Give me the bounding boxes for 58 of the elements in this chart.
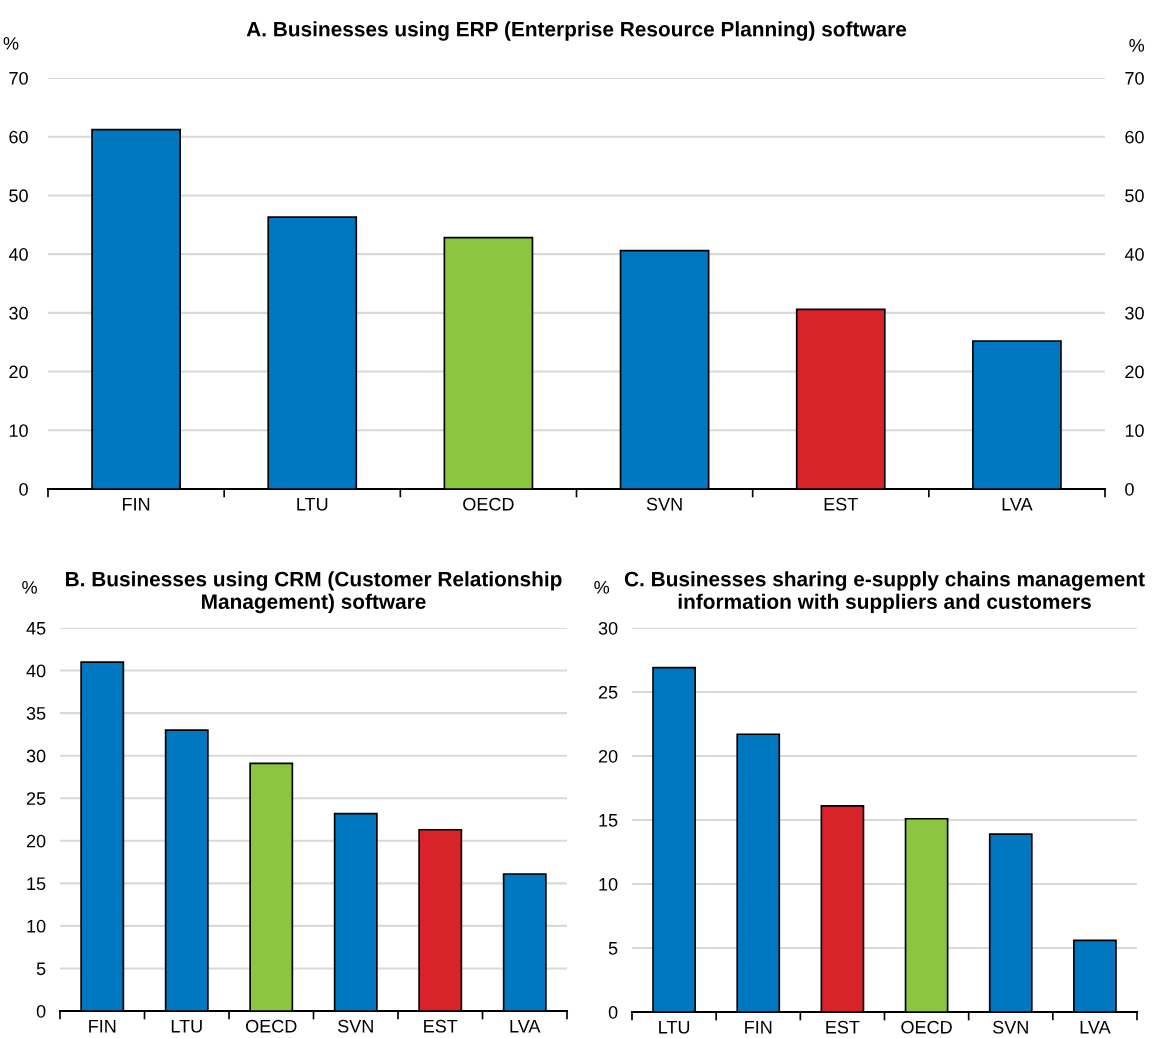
y-tick-label: 10 xyxy=(27,919,46,933)
x-tick-label: LVA xyxy=(510,1020,541,1033)
y-tick-label: 60 xyxy=(9,130,28,144)
y-tick-label: 20 xyxy=(598,749,618,763)
y2-tick-label: 40 xyxy=(1124,248,1144,261)
x-tick-label: FIN xyxy=(89,1020,116,1033)
y-tick-label: 5 xyxy=(608,942,618,955)
y2-tick-label: 10 xyxy=(1125,424,1144,438)
y2-tick-label: 30 xyxy=(1125,306,1144,320)
y-tick-label: 25 xyxy=(598,685,618,699)
x-tick-label: OECD xyxy=(901,1020,952,1034)
y2-tick-label: 50 xyxy=(1125,189,1144,203)
x-tick-label: OECD xyxy=(463,497,514,511)
x-tick-label: EST xyxy=(826,1020,860,1034)
y-tick-label: 0 xyxy=(36,1004,46,1018)
y-tick-label: 10 xyxy=(599,877,618,891)
x-tick-label: LVA xyxy=(1080,1021,1111,1034)
y-axis-title: % xyxy=(22,581,37,594)
y-tick-label: 15 xyxy=(599,814,618,827)
x-tick-label: FIN xyxy=(745,1021,772,1034)
y-tick-label: 70 xyxy=(9,71,28,85)
x-tick-label: EST xyxy=(424,1019,458,1033)
y-tick-label: 30 xyxy=(26,749,46,763)
x-tick-label: SVN xyxy=(338,1019,373,1033)
x-tick-label: EST xyxy=(824,497,858,511)
y2-tick-label: 20 xyxy=(1125,365,1144,379)
y-axis-title: % xyxy=(594,581,610,594)
y-tick-label: 20 xyxy=(26,834,46,848)
y2-tick-label: 60 xyxy=(1125,130,1144,144)
x-tick-label: FIN xyxy=(123,498,150,511)
y-tick-label: 45 xyxy=(26,622,46,635)
x-tick-label: SVN xyxy=(646,497,682,511)
y-tick-label: 40 xyxy=(26,664,46,678)
chart-title: B. Businesses using CRM (Customer Relationship Management) software xyxy=(66,571,562,614)
y-tick-label: 20 xyxy=(9,365,28,379)
chart-title: A. Businesses using ERP (Enterprise Resource Planning) software xyxy=(246,21,907,41)
chart-title: C. Businesses sharing e-supply chains management information with suppliers and customers xyxy=(624,571,1145,614)
y-tick-label: 40 xyxy=(8,248,28,261)
y2-axis-title: % xyxy=(1129,39,1145,52)
y-tick-label: 50 xyxy=(9,189,28,203)
y-tick-label: 25 xyxy=(26,792,46,805)
x-tick-label: LTU xyxy=(297,498,328,511)
y-tick-label: 15 xyxy=(27,877,46,891)
x-tick-label: SVN xyxy=(993,1020,1028,1034)
y2-tick-label: 0 xyxy=(1125,482,1134,496)
x-tick-label: LTU xyxy=(171,1020,202,1033)
y-tick-label: 0 xyxy=(19,482,28,496)
x-tick-label: LTU xyxy=(659,1021,690,1034)
y-tick-label: 5 xyxy=(36,962,46,976)
y-axis-title: % xyxy=(3,37,19,50)
y2-tick-label: 70 xyxy=(1125,71,1144,85)
y-tick-label: 30 xyxy=(598,621,618,635)
y-tick-label: 10 xyxy=(9,424,28,438)
x-tick-label: LVA xyxy=(1002,498,1033,511)
y-tick-label: 0 xyxy=(608,1005,618,1019)
x-tick-label: OECD xyxy=(246,1019,297,1033)
y-tick-label: 30 xyxy=(9,306,28,320)
y-tick-label: 35 xyxy=(26,707,46,720)
